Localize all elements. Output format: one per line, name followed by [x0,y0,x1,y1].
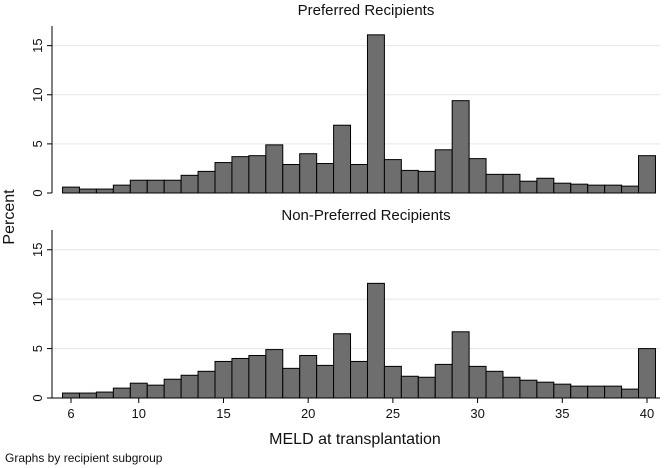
histogram-bar [214,162,233,194]
histogram-bar [417,170,436,194]
histogram-bar [366,282,385,399]
y-tick-label: 0 [30,394,45,401]
panel-non-preferred: Non-Preferred Recipients 0 5 10 15 6 10 15 20 25 3… [30,207,660,421]
histogram-bar [587,184,606,194]
histogram-bar [502,376,521,399]
histogram-bar [485,173,504,194]
histogram-bar [434,363,453,399]
histogram-bar [197,170,216,194]
histogram-bar [383,365,402,399]
histogram-bar [553,383,572,399]
histogram-bar [333,124,352,194]
histogram-bar [231,357,250,399]
histogram-bar [316,163,335,194]
histogram-bar [621,388,640,399]
histogram-bar [265,349,284,399]
histogram-bar [112,184,131,194]
histogram-bar [468,365,487,399]
histogram-bar [231,156,250,194]
histogram-bar [451,100,470,194]
histogram-bar [146,179,165,194]
histogram-bar [553,182,572,194]
histogram-bar [180,174,199,194]
histogram-bar [78,188,97,194]
histogram-bar [400,375,419,399]
histogram-bar [468,158,487,194]
histogram-bar [621,185,640,194]
histogram-bar [95,188,114,194]
x-tick-label: 10 [132,406,146,421]
histogram-bar [434,149,453,194]
histogram-bar [248,155,267,194]
histogram-bar [78,392,97,399]
histogram-bar [519,180,538,194]
panel-preferred: Preferred Recipients 0 5 10 15 [30,2,660,197]
x-tick-label: 25 [386,406,400,421]
histogram-bar [62,186,80,194]
histogram-bar [536,381,555,399]
histogram-bar [502,173,521,194]
histogram-bar [299,153,318,194]
y-tick-label: 15 [30,38,45,52]
histogram-bar [282,164,301,194]
histogram-bar [299,355,318,399]
panel-title: Preferred Recipients [298,2,435,19]
histogram-bar [604,184,623,194]
histogram-bar [180,374,199,399]
histogram-bar [366,34,385,194]
histogram-bar [316,364,335,399]
histogram-bar [282,367,301,399]
histogram-bar [638,155,656,194]
graphs-by-note: Graphs by recipient subgroup [5,451,163,465]
panel-title: Non-Preferred Recipients [281,207,450,224]
histogram-bar [146,384,165,399]
histogram-bar [350,360,368,399]
x-tick-label: 30 [470,406,484,421]
histogram-bar [417,376,436,399]
histogram-bar [95,391,114,399]
histogram-bar [112,387,131,399]
histogram-bar [400,169,419,194]
histogram-bar [197,370,216,399]
histogram-bar [519,379,538,399]
histogram-bar [62,392,80,399]
y-tick-label: 5 [30,345,45,352]
y-tick-label: 5 [30,140,45,147]
histogram-bar [214,360,233,399]
histogram-bar [129,179,148,194]
histogram-bar [248,355,267,399]
x-tick-label: 6 [67,406,74,421]
x-tick-label: 15 [216,406,230,421]
x-tick-label: 20 [301,406,315,421]
histogram-bar [604,385,623,399]
y-tick-label: 10 [30,292,45,306]
histogram-bar [129,382,148,399]
histogram-bar [570,385,589,399]
x-tick-label: 35 [555,406,569,421]
histogram-bar [163,378,182,399]
y-tick-label: 0 [30,189,45,196]
histogram-bar [451,331,470,399]
y-tick-label: 15 [30,243,45,257]
histogram-bar [383,159,402,194]
histogram-bar [638,348,656,399]
histogram-bar [536,177,555,194]
x-axis-title: MELD at transplantation [269,431,441,448]
histogram-bar [163,179,182,194]
y-tick-label: 10 [30,88,45,102]
histogram-bar [265,144,284,194]
histogram-bar [587,385,606,399]
x-tick-label: 40 [640,406,654,421]
histogram-bar [333,333,352,399]
y-axis-title: Percent [1,189,18,245]
histogram-bar [485,370,504,399]
histogram-bar [570,183,589,194]
histogram-bar [350,164,368,194]
